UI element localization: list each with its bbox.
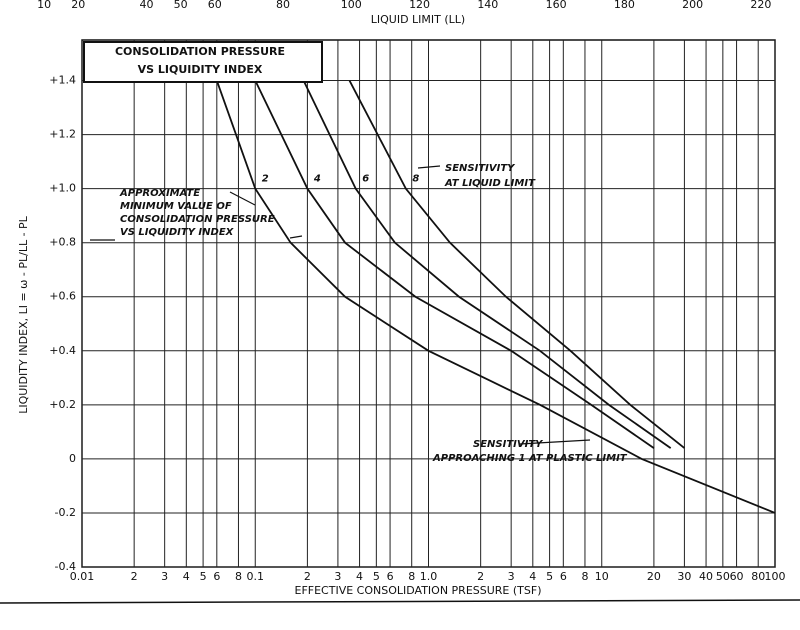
x-tick-label: 2 <box>131 570 138 583</box>
title-box <box>83 41 323 83</box>
curve <box>254 80 655 449</box>
x2-tick-label: 10 <box>37 0 51 11</box>
x2-tick-label: 80 <box>276 0 290 11</box>
x-tick-label: 8 <box>581 570 588 583</box>
x-tick-label: 20 <box>647 570 661 583</box>
page-rule <box>0 599 800 604</box>
x-tick-label: 50 <box>716 570 730 583</box>
y-tick-label: -0.4 <box>55 560 76 573</box>
curve <box>348 80 685 449</box>
y-tick-label: +1.2 <box>49 128 76 141</box>
annotation: VS LIQUIDITY INDEX <box>120 227 235 238</box>
chart-title: VS LIQUIDITY INDEX <box>138 63 263 76</box>
curve-label: 6 <box>362 174 369 185</box>
x-tick-label: 2 <box>304 570 311 583</box>
x-tick-label: 0.1 <box>247 570 265 583</box>
x2-tick-label: 160 <box>546 0 567 11</box>
annotation: SENSITIVITY <box>473 439 544 450</box>
curve <box>215 80 776 514</box>
annotation: SENSITIVITY <box>445 163 516 174</box>
x-tick-label: 4 <box>356 570 363 583</box>
x-tick-label: 80 <box>751 570 765 583</box>
annotation: MINIMUM VALUE OF <box>120 201 232 212</box>
x-tick-label: 10 <box>595 570 609 583</box>
annotation: AT LIQUID LIMIT <box>444 178 536 189</box>
annotation: APPROACHING 1 AT PLASTIC LIMIT <box>432 453 628 464</box>
x-tick-label: 30 <box>677 570 691 583</box>
x-tick-label: 100 <box>765 570 786 583</box>
x2-tick-label: 140 <box>477 0 498 11</box>
y-tick-label: +1.0 <box>49 182 76 195</box>
x-tick-label: 0.01 <box>70 570 95 583</box>
x-tick-label: 40 <box>699 570 713 583</box>
x-tick-label: 3 <box>508 570 515 583</box>
x2-tick-label: 60 <box>208 0 222 11</box>
curve-label: 2 <box>262 174 269 185</box>
x2-tick-label: 50 <box>174 0 188 11</box>
y-axis-label: LIQUIDITY INDEX, LI = ω - PL/LL - PL <box>17 215 30 413</box>
y-tick-label: +0.8 <box>49 236 76 249</box>
x-tick-label: 6 <box>560 570 567 583</box>
y-tick-label: +0.2 <box>49 398 76 411</box>
y-tick-label: +1.4 <box>49 74 76 87</box>
x2-tick-label: 220 <box>750 0 771 11</box>
curve-label: 8 <box>412 174 419 185</box>
x2-tick-label: 120 <box>409 0 430 11</box>
x-tick-label: 2 <box>477 570 484 583</box>
x-tick-label: 4 <box>183 570 190 583</box>
x-tick-label: 60 <box>730 570 744 583</box>
y-tick-label: +0.6 <box>49 290 76 303</box>
annotation: APPROXIMATE <box>119 188 200 199</box>
x-tick-label: 5 <box>200 570 207 583</box>
leader-line <box>289 235 303 239</box>
x2-tick-label: 180 <box>614 0 635 11</box>
x-tick-label: 4 <box>529 570 536 583</box>
x-tick-label: 3 <box>334 570 341 583</box>
x2-tick-label: 20 <box>71 0 85 11</box>
x2-tick-label: 40 <box>140 0 154 11</box>
leader-line <box>417 165 441 169</box>
x-tick-label: 5 <box>546 570 553 583</box>
x2-tick-label: 200 <box>682 0 703 11</box>
curve-label: 4 <box>313 174 321 185</box>
y-tick-label: -0.2 <box>55 506 76 519</box>
annotation: CONSOLIDATION PRESSURE <box>120 214 275 225</box>
x-tick-label: 3 <box>161 570 168 583</box>
x-tick-label: 5 <box>373 570 380 583</box>
x2-tick-label: 100 <box>341 0 362 11</box>
y-tick-label: +0.4 <box>49 344 76 357</box>
leader-line <box>229 191 256 206</box>
x-tick-label: 6 <box>213 570 220 583</box>
x-tick-label: 6 <box>387 570 394 583</box>
leader-line <box>519 439 591 445</box>
x2-axis-label: LIQUID LIMIT (LL) <box>371 13 465 26</box>
y-tick-label: 0 <box>69 452 76 465</box>
x-tick-label: 8 <box>408 570 415 583</box>
x-axis-label: EFFECTIVE CONSOLIDATION PRESSURE (TSF) <box>295 584 542 597</box>
curve <box>302 80 672 449</box>
chart-title: CONSOLIDATION PRESSURE <box>115 45 285 58</box>
x-tick-label: 1.0 <box>420 570 438 583</box>
x-tick-label: 8 <box>235 570 242 583</box>
